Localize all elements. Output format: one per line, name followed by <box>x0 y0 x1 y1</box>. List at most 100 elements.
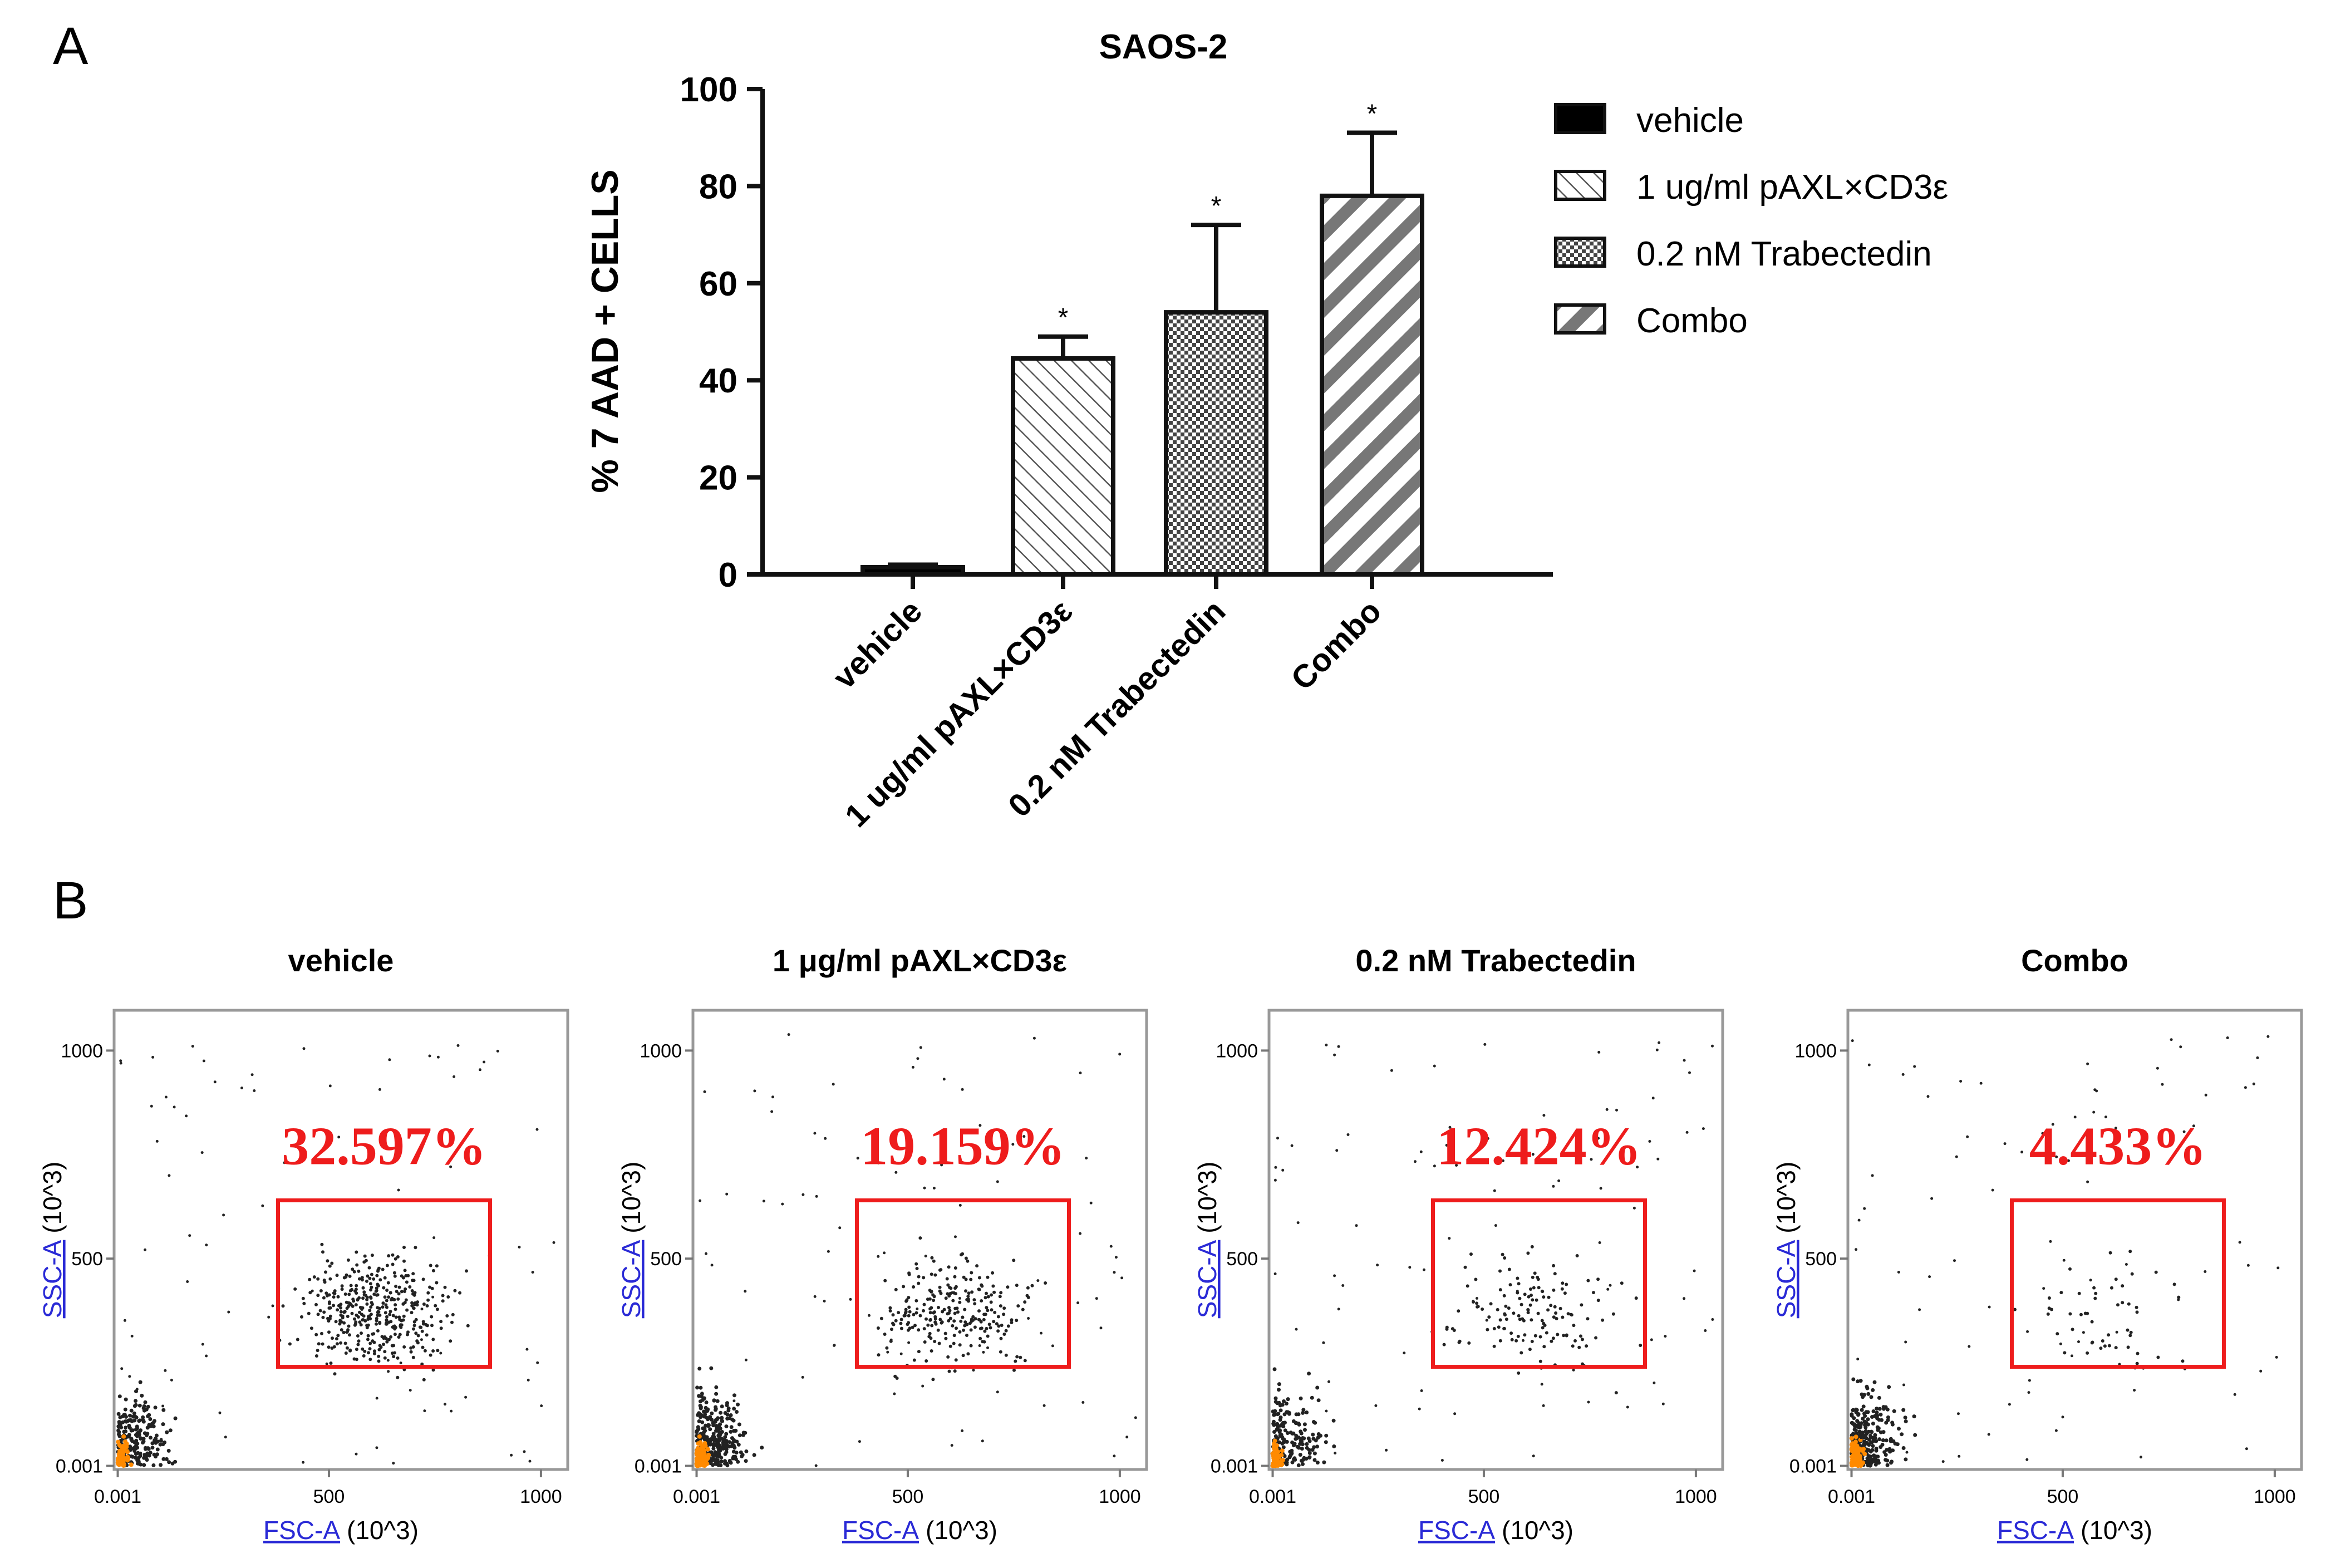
event-dot <box>1877 1395 1881 1400</box>
event-dot <box>1498 1269 1502 1273</box>
event-dot <box>424 1323 428 1327</box>
event-dot <box>723 1443 727 1448</box>
event-dot <box>2091 1340 2094 1344</box>
event-dot <box>999 1304 1002 1308</box>
event-dot <box>170 1378 173 1382</box>
event-dot <box>1455 1164 1458 1167</box>
event-dot <box>453 1075 456 1078</box>
event-dot <box>309 1326 313 1330</box>
event-dot <box>980 1299 983 1302</box>
event-dot <box>697 1394 701 1398</box>
event-dot <box>394 1303 397 1307</box>
event-dot <box>364 1259 368 1262</box>
event-dot <box>961 1088 964 1091</box>
event-dot <box>1526 1311 1530 1315</box>
event-dot <box>335 1274 339 1277</box>
event-dot <box>1596 1299 1600 1302</box>
event-dot <box>320 1242 324 1246</box>
event-dot <box>1857 1421 1861 1426</box>
event-dot <box>1081 1401 1085 1404</box>
event-dot <box>369 1313 373 1316</box>
event-dot <box>1586 1279 1590 1282</box>
event-dot <box>1852 1423 1857 1427</box>
event-dot <box>368 1295 372 1299</box>
event-dot <box>2094 1291 2098 1295</box>
event-dot <box>1858 1457 1862 1462</box>
event-dot <box>335 1342 339 1346</box>
event-dot <box>1313 1420 1317 1425</box>
event-dot <box>1337 1308 1340 1311</box>
event-dot <box>356 1315 360 1319</box>
event-dot <box>137 1403 142 1408</box>
event-dot <box>1874 1448 1878 1453</box>
event-dot <box>435 1308 439 1311</box>
event-dot <box>1620 1281 1624 1285</box>
event-dot <box>402 1314 406 1318</box>
event-dot <box>271 1304 274 1308</box>
event-dot <box>948 1316 952 1320</box>
event-dot <box>927 1335 931 1339</box>
event-dot <box>1466 1284 1469 1288</box>
event-dot <box>914 1262 918 1266</box>
event-dot <box>328 1306 332 1310</box>
event-dot <box>339 1306 343 1310</box>
event-dot <box>267 1315 271 1319</box>
event-dot <box>1884 1438 1889 1443</box>
event-dot <box>329 1361 333 1365</box>
event-dot <box>458 1291 462 1295</box>
event-dot <box>308 1291 312 1295</box>
event-dot <box>1536 1275 1540 1279</box>
event-dot <box>958 1343 962 1347</box>
event-dot <box>712 1436 716 1440</box>
event-dot <box>336 1295 340 1299</box>
event-dot <box>1277 1388 1281 1392</box>
event-dot <box>719 1459 724 1464</box>
event-dot <box>930 1256 934 1260</box>
event-dot <box>119 1059 122 1063</box>
event-dot <box>396 1255 400 1259</box>
bar-2 <box>1164 310 1268 577</box>
event-dot <box>1614 1391 1618 1395</box>
event-dot <box>125 1458 130 1463</box>
event-dot <box>355 1284 358 1287</box>
event-dot <box>2026 1330 2029 1333</box>
event-dot <box>1632 1206 1636 1210</box>
bar-3 <box>1320 193 1424 577</box>
event-dot <box>352 1270 356 1274</box>
event-dot <box>240 1087 243 1090</box>
event-dot <box>718 1422 722 1427</box>
event-dot <box>1300 1447 1304 1451</box>
event-dot <box>734 1451 739 1455</box>
event-dot <box>2115 1330 2118 1334</box>
event-dot <box>302 1047 306 1050</box>
event-dot <box>130 1334 134 1338</box>
event-dot <box>1517 1371 1521 1375</box>
event-dot <box>1853 1434 1858 1439</box>
event-dot <box>227 1310 230 1314</box>
event-dot <box>893 1392 896 1395</box>
event-dot <box>465 1269 468 1273</box>
x-tick-label: 500 <box>313 1486 345 1507</box>
event-dot <box>990 1293 993 1297</box>
event-dot <box>393 1333 397 1336</box>
event-dot <box>933 1320 937 1324</box>
event-dot <box>146 1404 150 1409</box>
ssc-a-link: SSC-A <box>38 1240 67 1318</box>
event-dot <box>1653 1382 1656 1384</box>
event-dot <box>1299 1437 1304 1441</box>
event-dot <box>1408 1266 1412 1269</box>
event-dot <box>168 1428 173 1433</box>
event-dot <box>390 1344 394 1348</box>
event-dot <box>736 1459 740 1464</box>
event-dot <box>116 1412 121 1416</box>
event-dot <box>1535 1298 1538 1302</box>
event-dot <box>412 1293 416 1297</box>
event-dot <box>703 1090 706 1093</box>
event-dot <box>999 1336 1003 1340</box>
event-dot <box>421 1277 425 1281</box>
event-dot <box>977 1287 981 1291</box>
event-dot <box>149 1436 153 1440</box>
event-dot <box>991 1284 995 1288</box>
event-dot <box>129 1437 134 1442</box>
event-dot <box>1890 1420 1895 1425</box>
